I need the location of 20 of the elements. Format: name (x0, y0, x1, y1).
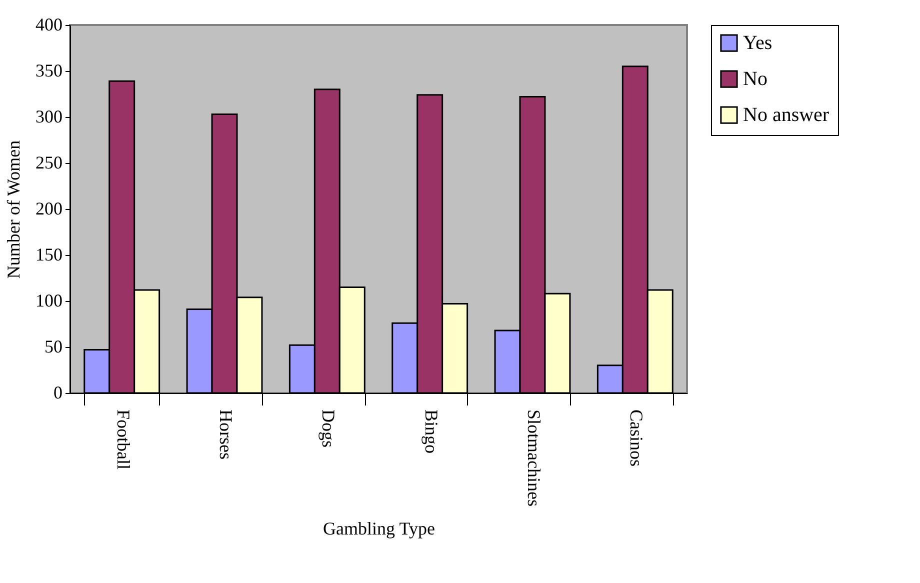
y-tick-label: 300 (36, 106, 62, 126)
x-tick-label: Casinos (626, 410, 647, 467)
y-tick-label: 200 (36, 198, 62, 218)
y-tick-label: 350 (36, 60, 62, 80)
y-tick-label: 150 (36, 244, 62, 264)
y-tick-label: 100 (36, 290, 62, 310)
legend-label: No answer (743, 104, 830, 126)
x-tick-label: Dogs (318, 410, 339, 448)
legend-label: Yes (743, 32, 772, 54)
x-tick-label: Bingo (421, 410, 442, 454)
x-tick-label: Slotmachines (524, 410, 544, 506)
x-tick-label: Football (113, 410, 134, 470)
x-tick-label: Horses (216, 410, 236, 460)
y-tick-label: 50 (44, 336, 62, 356)
legend-label: No (743, 68, 768, 90)
y-tick-label: 250 (36, 152, 62, 172)
y-tick-label: 400 (36, 14, 62, 34)
x-axis-title: Gambling Type (323, 518, 435, 538)
y-axis-title: Number of Women (4, 140, 24, 279)
y-tick-label: 0 (54, 382, 62, 402)
